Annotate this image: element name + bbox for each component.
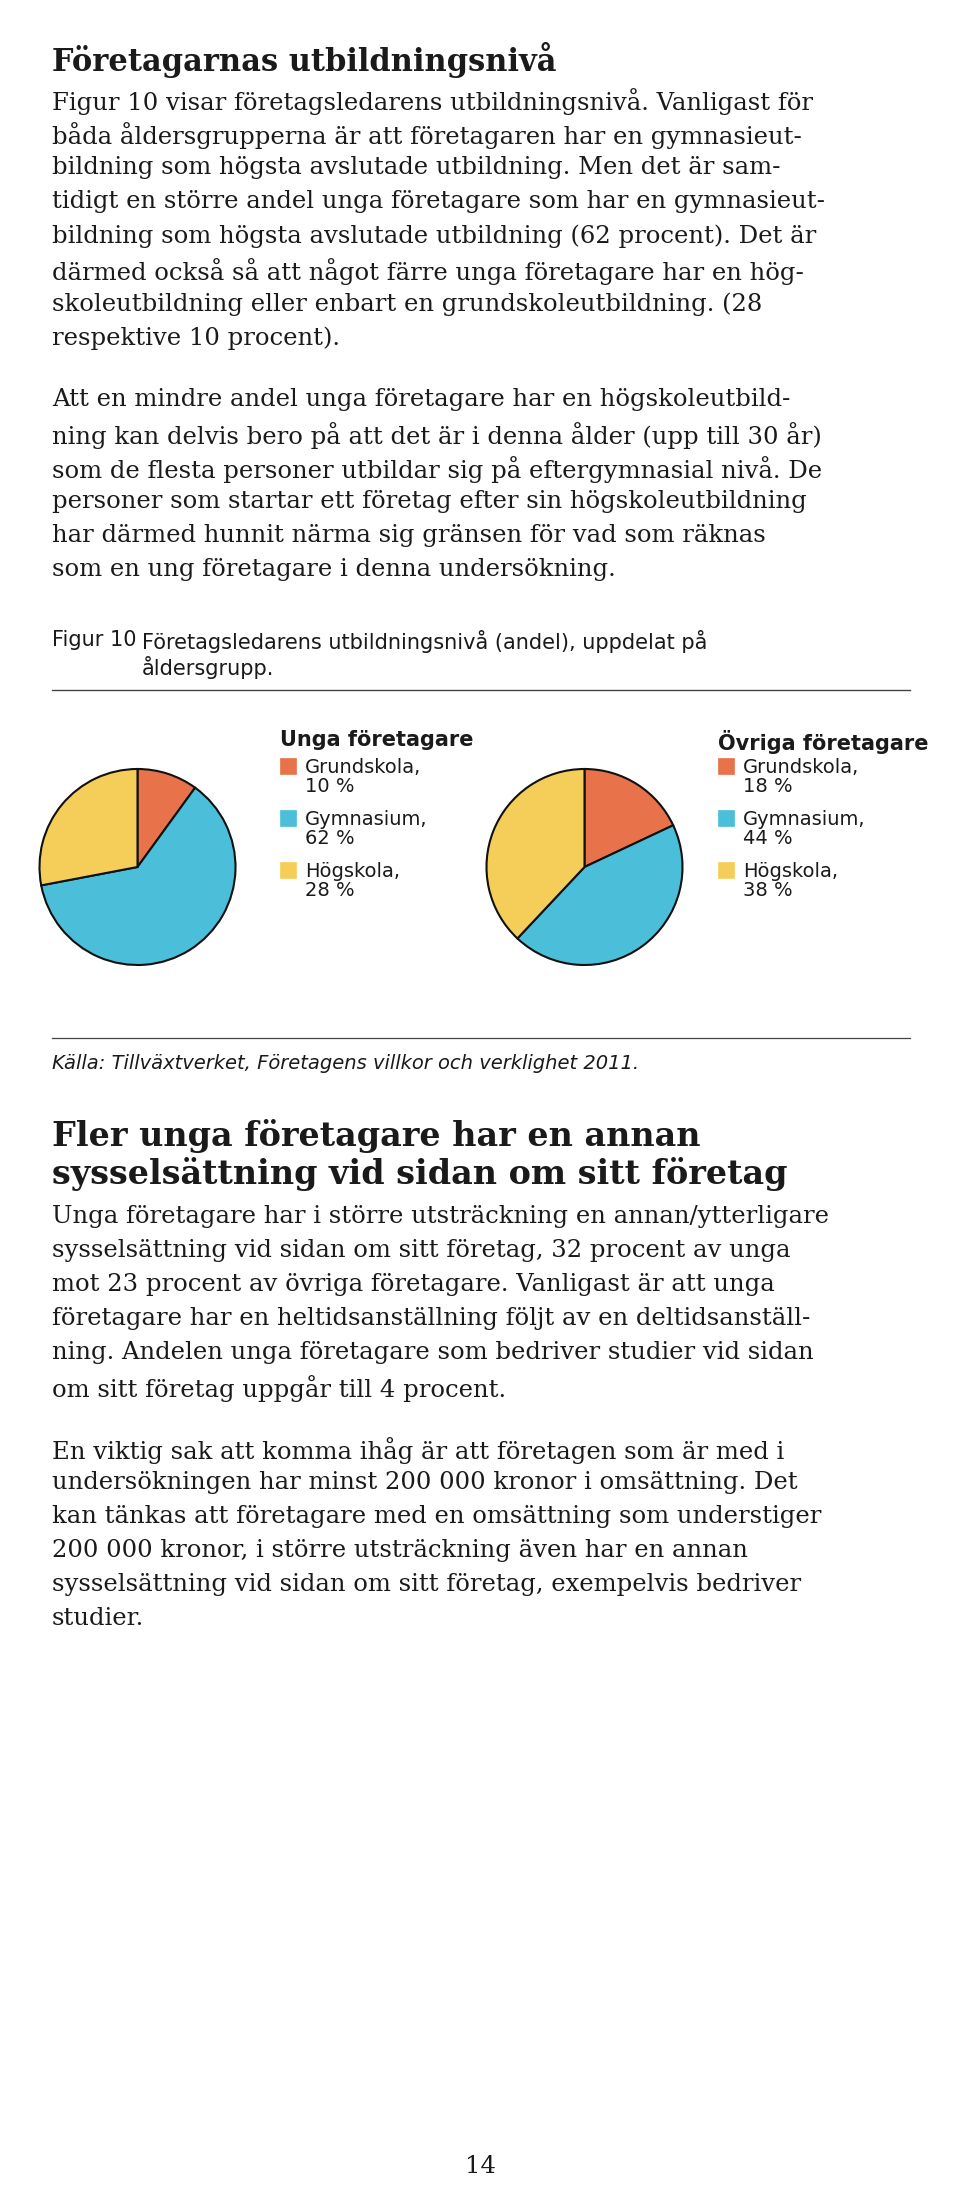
Text: har därmed hunnit närma sig gränsen för vad som räknas: har därmed hunnit närma sig gränsen för … <box>52 524 766 548</box>
Text: 62 %: 62 % <box>305 828 354 848</box>
Text: sysselsättning vid sidan om sitt företag, exempelvis bedriver: sysselsättning vid sidan om sitt företag… <box>52 1573 802 1595</box>
Text: 200 000 kronor, i större utsträckning även har en annan: 200 000 kronor, i större utsträckning äv… <box>52 1538 748 1562</box>
Text: tidigt en större andel unga företagare som har en gymnasieut-: tidigt en större andel unga företagare s… <box>52 191 825 213</box>
Text: Unga företagare: Unga företagare <box>280 730 473 749</box>
Text: Företagarnas utbildningsnivå: Företagarnas utbildningsnivå <box>52 42 557 79</box>
Text: skoleutbildning eller enbart en grundskoleutbildning. (28: skoleutbildning eller enbart en grundsko… <box>52 291 762 316</box>
Text: ning. Andelen unga företagare som bedriver studier vid sidan: ning. Andelen unga företagare som bedriv… <box>52 1341 814 1365</box>
Bar <box>280 758 296 773</box>
Bar <box>718 861 734 879</box>
Text: ning kan delvis bero på att det är i denna ålder (upp till 30 år): ning kan delvis bero på att det är i den… <box>52 423 822 449</box>
Text: mot 23 procent av övriga företagare. Vanligast är att unga: mot 23 procent av övriga företagare. Van… <box>52 1273 775 1297</box>
Wedge shape <box>41 789 235 964</box>
Text: 38 %: 38 % <box>743 881 793 901</box>
Text: 10 %: 10 % <box>305 778 354 795</box>
Wedge shape <box>487 769 585 938</box>
Text: Företagsledarens utbildningsnivå (andel), uppdelat på: Företagsledarens utbildningsnivå (andel)… <box>142 631 708 653</box>
Text: 14: 14 <box>465 2156 495 2178</box>
Text: undersökningen har minst 200 000 kronor i omsättning. Det: undersökningen har minst 200 000 kronor … <box>52 1470 798 1494</box>
Text: 28 %: 28 % <box>305 881 354 901</box>
Text: Gymnasium,: Gymnasium, <box>305 811 427 828</box>
Text: Unga företagare har i större utsträckning en annan/ytterligare: Unga företagare har i större utsträcknin… <box>52 1205 829 1227</box>
Text: Fler unga företagare har en annan: Fler unga företagare har en annan <box>52 1120 701 1152</box>
Text: bildning som högsta avslutade utbildning (62 procent). Det är: bildning som högsta avslutade utbildning… <box>52 223 816 248</box>
Text: respektive 10 procent).: respektive 10 procent). <box>52 326 340 351</box>
Text: åldersgrupp.: åldersgrupp. <box>142 655 275 679</box>
Wedge shape <box>517 826 683 964</box>
Text: Figur 10: Figur 10 <box>52 631 136 651</box>
Text: Grundskola,: Grundskola, <box>305 758 421 778</box>
Text: Källa: Tillväxtverket, Företagens villkor och verklighet 2011.: Källa: Tillväxtverket, Företagens villko… <box>52 1054 639 1074</box>
Bar <box>280 861 296 879</box>
Text: 18 %: 18 % <box>743 778 793 795</box>
Bar <box>718 758 734 773</box>
Wedge shape <box>585 769 673 868</box>
Text: bildning som högsta avslutade utbildning. Men det är sam-: bildning som högsta avslutade utbildning… <box>52 156 780 180</box>
Bar <box>718 811 734 826</box>
Wedge shape <box>39 769 137 885</box>
Text: Övriga företagare: Övriga företagare <box>718 730 928 754</box>
Text: Grundskola,: Grundskola, <box>743 758 859 778</box>
Text: personer som startar ett företag efter sin högskoleutbildning: personer som startar ett företag efter s… <box>52 491 806 513</box>
Text: Högskola,: Högskola, <box>305 861 400 881</box>
Text: studier.: studier. <box>52 1606 144 1630</box>
Text: En viktig sak att komma ihåg är att företagen som är med i: En viktig sak att komma ihåg är att före… <box>52 1437 784 1464</box>
Text: som de flesta personer utbildar sig på eftergymnasial nivå. De: som de flesta personer utbildar sig på e… <box>52 456 822 482</box>
Text: som en ung företagare i denna undersökning.: som en ung företagare i denna undersökni… <box>52 559 615 581</box>
Text: kan tänkas att företagare med en omsättning som understiger: kan tänkas att företagare med en omsättn… <box>52 1505 822 1527</box>
Text: Att en mindre andel unga företagare har en högskoleutbild-: Att en mindre andel unga företagare har … <box>52 388 790 412</box>
Text: sysselsättning vid sidan om sitt företag: sysselsättning vid sidan om sitt företag <box>52 1157 787 1192</box>
Text: Högskola,: Högskola, <box>743 861 838 881</box>
Text: därmed också så att något färre unga företagare har en hög-: därmed också så att något färre unga för… <box>52 259 804 285</box>
Text: företagare har en heltidsanställning följt av en deltidsanställ-: företagare har en heltidsanställning föl… <box>52 1308 810 1330</box>
Text: Figur 10 visar företagsledarens utbildningsnivå. Vanligast för: Figur 10 visar företagsledarens utbildni… <box>52 88 813 114</box>
Wedge shape <box>137 769 195 868</box>
Text: om sitt företag uppgår till 4 procent.: om sitt företag uppgår till 4 procent. <box>52 1376 506 1402</box>
Text: 44 %: 44 % <box>743 828 793 848</box>
Text: sysselsättning vid sidan om sitt företag, 32 procent av unga: sysselsättning vid sidan om sitt företag… <box>52 1238 790 1262</box>
Bar <box>280 811 296 826</box>
Text: Gymnasium,: Gymnasium, <box>743 811 866 828</box>
Text: båda åldersgrupperna är att företagaren har en gymnasieut-: båda åldersgrupperna är att företagaren … <box>52 123 802 149</box>
